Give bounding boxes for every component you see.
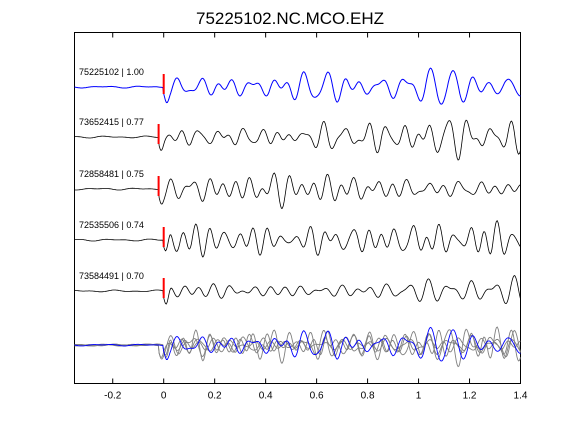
trace-label-4: 72535506 | 0.74 (79, 220, 144, 230)
chart-title: 75225102.NC.MCO.EHZ (196, 9, 384, 28)
axes-frame (74, 32, 521, 384)
overlay-trace-2 (74, 328, 521, 368)
waveform-trace-1 (74, 67, 521, 105)
trace-label-3: 72858481 | 0.75 (79, 169, 144, 179)
x-tick-label: 0.8 (361, 391, 375, 402)
trace-label-2: 73652415 | 0.77 (79, 117, 144, 127)
trace-label-1: 75225102 | 1.00 (79, 67, 144, 77)
x-tick-label: 0.6 (310, 391, 324, 402)
waveform-trace-5 (74, 274, 521, 305)
traces-layer (74, 67, 521, 305)
x-tick-label: 1.4 (514, 391, 528, 402)
x-tick-label: 0 (161, 391, 167, 402)
trace-labels: 75225102 | 1.00 73652415 | 0.77 72858481 |… (79, 67, 144, 281)
waveform-trace-4 (74, 220, 521, 258)
waveform-trace-2 (74, 119, 521, 161)
x-tick-label: -0.2 (104, 391, 122, 402)
x-tick-label: 1.2 (463, 391, 477, 402)
waveform-trace-3 (74, 172, 521, 209)
x-tick-label: 0.4 (259, 391, 273, 402)
overlay-trace-1 (74, 326, 521, 362)
overlay-layer (74, 326, 521, 368)
x-tick-label: 1 (416, 391, 422, 402)
x-axis: -0.2 0 0.2 0.4 0.6 0.8 1 1.2 1.4 (104, 32, 528, 402)
x-tick-label: 0.2 (208, 391, 222, 402)
picks-layer (157, 74, 165, 298)
trace-label-5: 73584491 | 0.70 (79, 271, 144, 281)
